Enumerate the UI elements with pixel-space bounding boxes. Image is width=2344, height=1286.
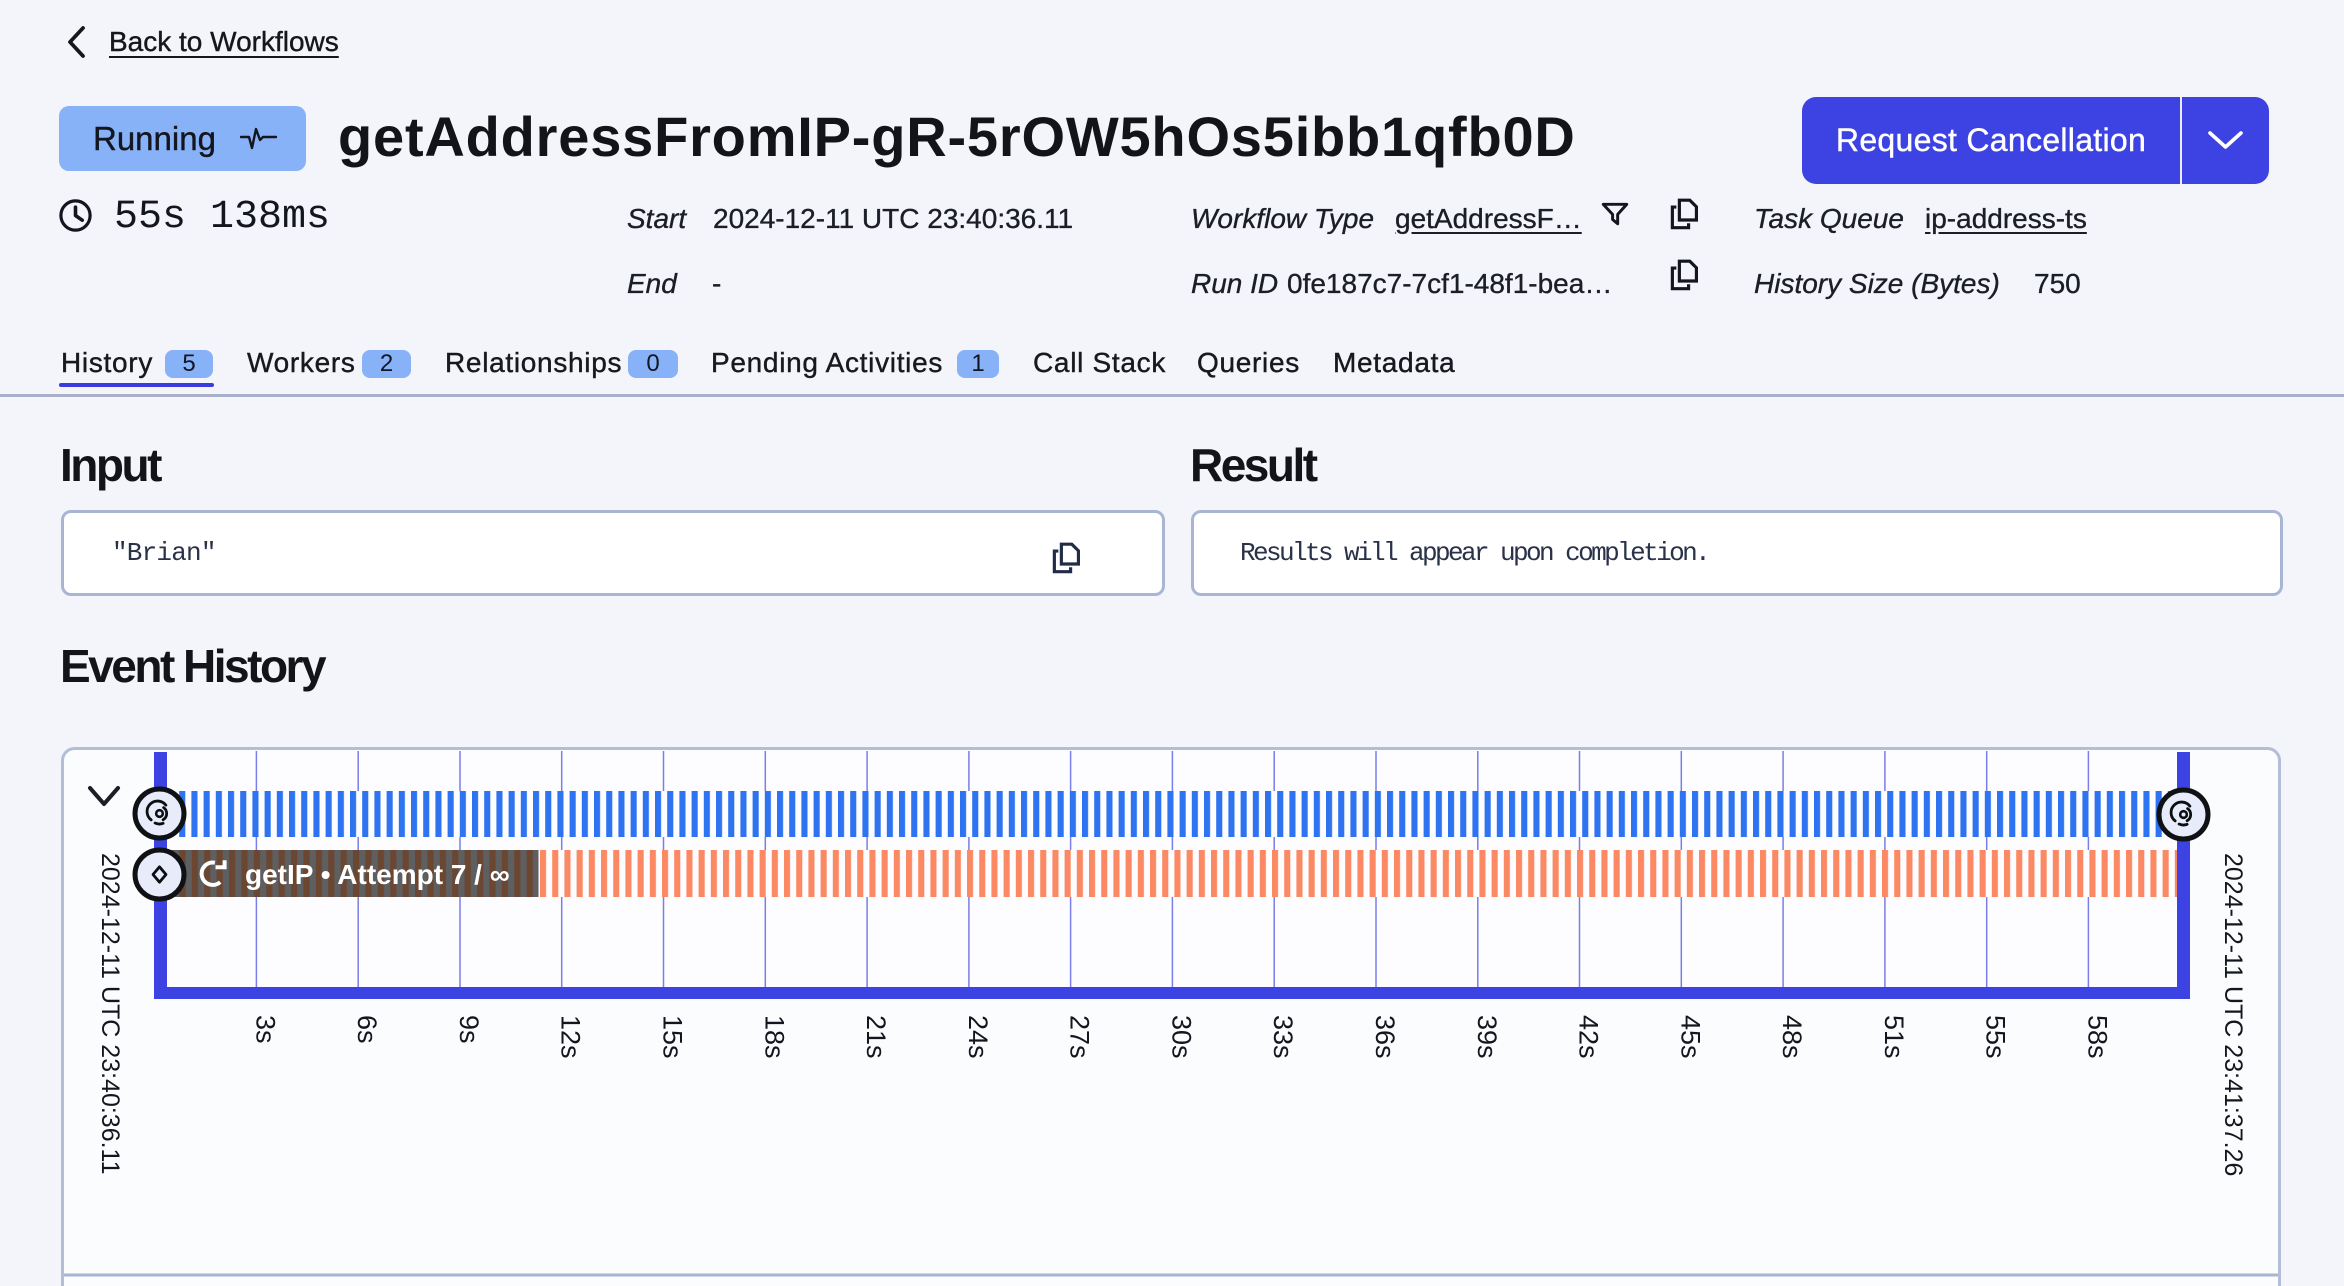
- svg-text:30s: 30s: [1166, 1015, 1196, 1059]
- svg-text:45s: 45s: [1675, 1015, 1705, 1059]
- svg-text:3s: 3s: [250, 1015, 280, 1044]
- svg-text:6s: 6s: [352, 1015, 382, 1044]
- svg-text:21s: 21s: [861, 1015, 891, 1059]
- svg-text:55s: 55s: [1981, 1015, 2011, 1059]
- svg-text:51s: 51s: [1879, 1015, 1909, 1059]
- svg-text:39s: 39s: [1472, 1015, 1502, 1059]
- svg-text:58s: 58s: [2082, 1015, 2112, 1059]
- svg-text:18s: 18s: [759, 1015, 789, 1059]
- svg-text:2024-12-11 UTC 23:40:36.11: 2024-12-11 UTC 23:40:36.11: [96, 853, 124, 1175]
- svg-text:9s: 9s: [454, 1015, 484, 1044]
- svg-text:24s: 24s: [963, 1015, 993, 1059]
- svg-text:15s: 15s: [658, 1015, 688, 1059]
- svg-text:getIP • Attempt 7 / ∞: getIP • Attempt 7 / ∞: [245, 859, 510, 890]
- svg-text:48s: 48s: [1777, 1015, 1807, 1059]
- svg-text:36s: 36s: [1370, 1015, 1400, 1059]
- svg-text:2024-12-11 UTC 23:41:37.26: 2024-12-11 UTC 23:41:37.26: [2219, 853, 2247, 1176]
- svg-text:27s: 27s: [1065, 1015, 1095, 1059]
- svg-text:33s: 33s: [1268, 1015, 1298, 1059]
- svg-text:42s: 42s: [1574, 1015, 1604, 1059]
- svg-text:12s: 12s: [556, 1015, 586, 1059]
